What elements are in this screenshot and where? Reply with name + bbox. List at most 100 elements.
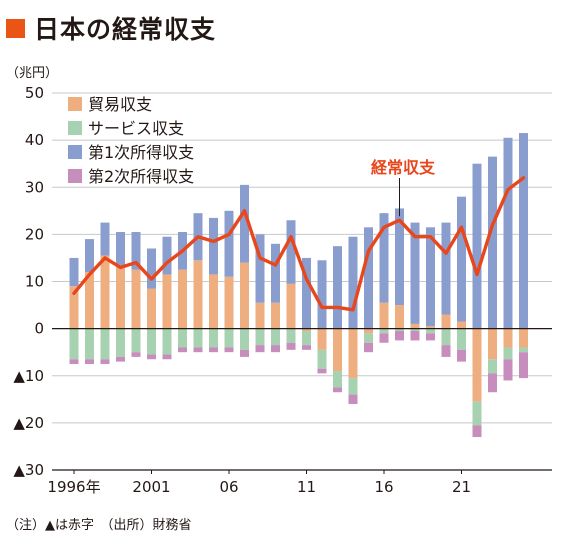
bar-secondary_income-2006: [224, 347, 234, 353]
y-tick-label: 30: [25, 178, 44, 196]
bar-trade-2023: [488, 328, 497, 360]
bar-primary_income-2010: [286, 220, 296, 284]
bar-trade-2019: [426, 326, 435, 329]
bar-trade-2017: [395, 305, 404, 329]
x-tick-label: 11: [297, 478, 316, 496]
bar-secondary_income-2009: [271, 345, 280, 353]
bar-services-2012: [317, 349, 327, 369]
current-account-line: [72, 176, 526, 312]
y-tick-label: 50: [25, 84, 44, 102]
bar-trade-2014: [348, 328, 358, 379]
bar-services-2023: [488, 359, 497, 374]
legend-swatch-services: [68, 121, 82, 135]
bar-services-1996: [69, 328, 79, 360]
bar-primary_income-2009: [271, 243, 280, 303]
bar-trade-2016: [379, 302, 389, 329]
current-account-line-layer: 経常収支: [72, 158, 526, 312]
bar-trade-2003: [178, 269, 187, 329]
bar-primary_income-2011: [302, 257, 311, 329]
bar-trade-2008: [255, 302, 265, 329]
bar-primary_income-2017: [395, 208, 404, 306]
bar-services-1998: [100, 328, 110, 360]
bar-services-2007: [240, 328, 249, 350]
page-title: 日本の経常収支: [34, 15, 217, 44]
bar-secondary_income-2007: [240, 349, 249, 357]
bar-secondary_income-2018: [410, 330, 420, 341]
bar-services-2009: [271, 328, 280, 346]
bar-services-2018: [410, 328, 420, 331]
bar-primary_income-2007: [240, 184, 249, 263]
line-label: 経常収支: [371, 158, 436, 177]
bar-secondary_income-1996: [69, 359, 79, 364]
bar-services-2001: [147, 328, 156, 355]
bar-services-2024: [503, 347, 513, 360]
bar-secondary_income-2001: [147, 354, 156, 360]
bar-primary_income-2019: [426, 227, 435, 327]
x-tick-label: 1996年: [47, 478, 100, 496]
bar-secondary_income-2012: [317, 368, 327, 374]
y-axis-unit-label: （兆円）: [6, 66, 59, 81]
bar-secondary_income-2017: [395, 330, 404, 341]
bar-primary_income-2021: [457, 196, 466, 322]
x-tick-label: 16: [374, 478, 393, 496]
title-row: 日本の経常収支: [6, 8, 216, 48]
bar-secondary_income-2015: [364, 342, 373, 353]
legend-swatch-secondary_income: [68, 169, 82, 183]
bar-primary_income-2006: [224, 210, 234, 277]
bar-secondary_income-2019: [426, 333, 435, 341]
bar-services-2019: [426, 328, 435, 334]
bar-primary_income-1997: [85, 239, 94, 273]
bar-secondary_income-1998: [100, 359, 110, 364]
x-tick-label: 06: [219, 478, 238, 496]
bar-primary_income-2012: [317, 260, 327, 329]
bar-services-1997: [85, 328, 94, 360]
bar-services-2000: [131, 328, 141, 353]
bar-trade-1997: [85, 272, 94, 329]
bar-trade-2015: [364, 328, 373, 334]
bar-services-2021: [457, 328, 466, 350]
bar-primary_income-2024: [503, 137, 513, 329]
bar-trade-2000: [131, 269, 141, 329]
bar-secondary_income-2025: [519, 352, 528, 379]
bar-services-2025: [519, 347, 528, 353]
bar-primary_income-2008: [255, 234, 265, 303]
legend-swatch-primary_income: [68, 145, 82, 159]
bar-primary_income-2002: [162, 236, 172, 275]
bar-services-2020: [441, 328, 451, 346]
bar-services-2017: [395, 328, 404, 331]
bar-trade-2022: [472, 328, 482, 402]
bar-trade-2018: [410, 323, 420, 329]
bar-services-2010: [286, 328, 296, 343]
bar-secondary_income-2004: [193, 347, 203, 353]
bar-secondary_income-2020: [441, 345, 451, 357]
bar-trade-2007: [240, 262, 249, 329]
legend-label-primary_income: 第1次所得収支: [88, 143, 194, 162]
bar-secondary_income-2016: [379, 333, 389, 343]
bar-services-2015: [364, 333, 373, 343]
y-tick-label: 40: [25, 131, 44, 149]
bar-secondary_income-1997: [85, 359, 94, 364]
bar-services-2002: [162, 328, 172, 355]
bar-secondary_income-2022: [472, 425, 482, 438]
bar-trade-2004: [193, 260, 203, 329]
bar-services-2006: [224, 328, 234, 348]
bar-primary_income-2013: [333, 246, 342, 329]
bar-primary_income-2005: [209, 217, 218, 275]
bar-primary_income-1998: [100, 222, 110, 256]
bar-services-2005: [209, 328, 218, 348]
bar-trade-2012: [317, 328, 327, 350]
stacked-bars: [69, 133, 528, 438]
bar-secondary_income-2014: [348, 394, 358, 405]
bar-primary_income-2023: [488, 156, 497, 329]
bar-secondary_income-2003: [178, 347, 187, 353]
bar-secondary_income-2002: [162, 354, 172, 360]
bar-secondary_income-2021: [457, 349, 466, 362]
bar-services-2013: [333, 371, 342, 388]
bar-secondary_income-2013: [333, 387, 342, 393]
title-square-marker: [6, 18, 25, 38]
bar-services-2004: [193, 328, 203, 348]
legend-label-services: サービス収支: [88, 119, 184, 138]
bar-trade-2021: [457, 321, 466, 329]
